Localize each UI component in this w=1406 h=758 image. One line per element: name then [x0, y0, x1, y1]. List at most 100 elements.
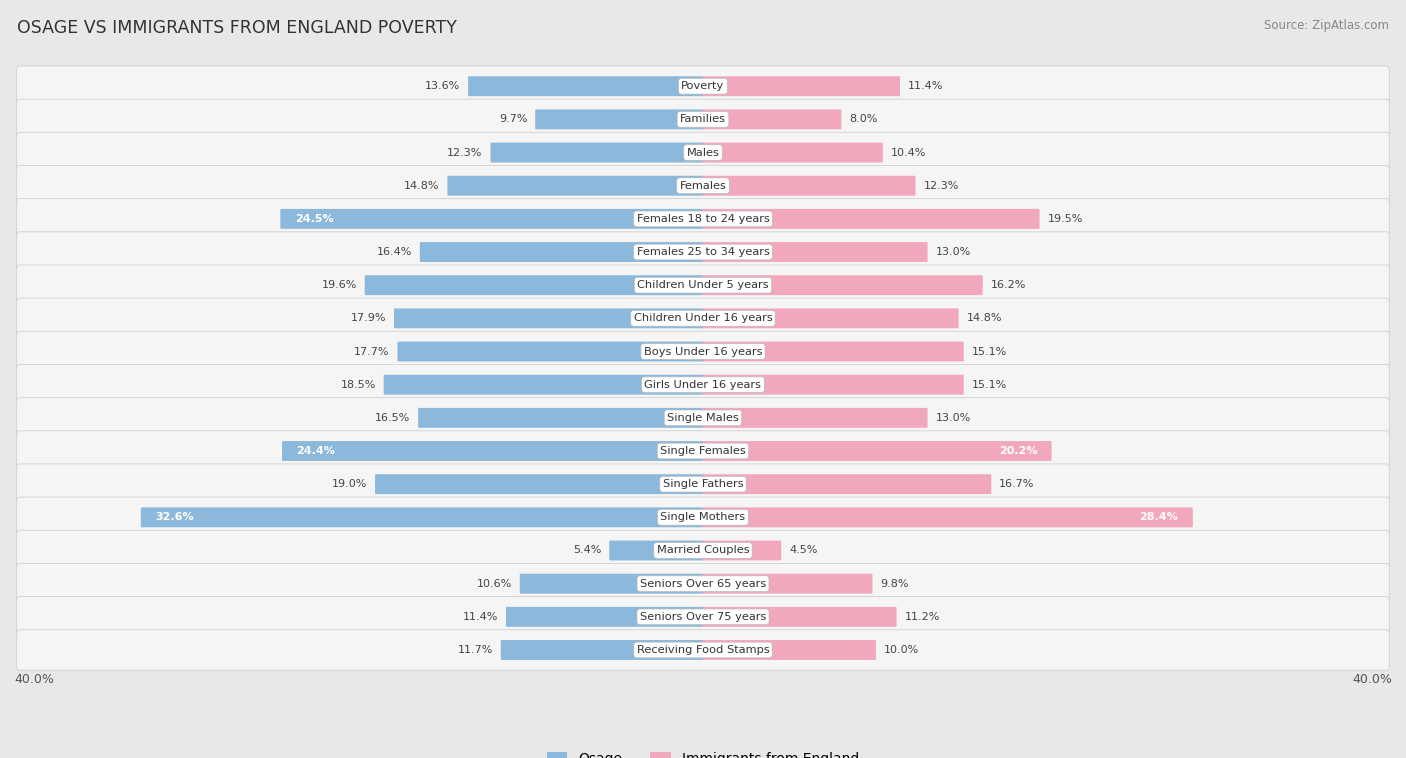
- Text: 13.0%: 13.0%: [935, 413, 970, 423]
- FancyBboxPatch shape: [17, 298, 1389, 339]
- FancyBboxPatch shape: [17, 431, 1389, 471]
- FancyBboxPatch shape: [491, 143, 703, 162]
- Text: Boys Under 16 years: Boys Under 16 years: [644, 346, 762, 356]
- Text: 19.6%: 19.6%: [322, 280, 357, 290]
- Text: 14.8%: 14.8%: [404, 180, 440, 191]
- FancyBboxPatch shape: [17, 597, 1389, 637]
- FancyBboxPatch shape: [17, 232, 1389, 272]
- Text: 12.3%: 12.3%: [447, 148, 482, 158]
- FancyBboxPatch shape: [398, 342, 703, 362]
- Text: 5.4%: 5.4%: [574, 546, 602, 556]
- FancyBboxPatch shape: [17, 531, 1389, 571]
- Text: 16.2%: 16.2%: [991, 280, 1026, 290]
- FancyBboxPatch shape: [703, 374, 963, 395]
- Text: 10.6%: 10.6%: [477, 578, 512, 589]
- Text: Children Under 5 years: Children Under 5 years: [637, 280, 769, 290]
- Text: 8.0%: 8.0%: [849, 114, 877, 124]
- Text: Single Males: Single Males: [666, 413, 740, 423]
- Text: Seniors Over 75 years: Seniors Over 75 years: [640, 612, 766, 622]
- Text: 32.6%: 32.6%: [155, 512, 194, 522]
- FancyBboxPatch shape: [703, 607, 897, 627]
- FancyBboxPatch shape: [17, 630, 1389, 670]
- Text: 16.7%: 16.7%: [1000, 479, 1035, 489]
- Text: 11.4%: 11.4%: [463, 612, 498, 622]
- Text: 19.5%: 19.5%: [1047, 214, 1083, 224]
- FancyBboxPatch shape: [703, 109, 841, 130]
- FancyBboxPatch shape: [703, 507, 1192, 528]
- Text: 19.0%: 19.0%: [332, 479, 367, 489]
- FancyBboxPatch shape: [17, 365, 1389, 405]
- Text: 10.4%: 10.4%: [891, 148, 927, 158]
- Text: 4.5%: 4.5%: [789, 546, 817, 556]
- Text: OSAGE VS IMMIGRANTS FROM ENGLAND POVERTY: OSAGE VS IMMIGRANTS FROM ENGLAND POVERTY: [17, 19, 457, 37]
- Text: Females 25 to 34 years: Females 25 to 34 years: [637, 247, 769, 257]
- Text: Families: Families: [681, 114, 725, 124]
- FancyBboxPatch shape: [703, 275, 983, 295]
- FancyBboxPatch shape: [703, 540, 782, 560]
- Text: Females: Females: [679, 180, 727, 191]
- FancyBboxPatch shape: [703, 640, 876, 660]
- Text: Married Couples: Married Couples: [657, 546, 749, 556]
- FancyBboxPatch shape: [375, 475, 703, 494]
- FancyBboxPatch shape: [520, 574, 703, 594]
- FancyBboxPatch shape: [703, 209, 1039, 229]
- Text: 17.7%: 17.7%: [354, 346, 389, 356]
- Text: 16.5%: 16.5%: [375, 413, 411, 423]
- FancyBboxPatch shape: [17, 265, 1389, 305]
- FancyBboxPatch shape: [17, 563, 1389, 604]
- Text: 17.9%: 17.9%: [350, 313, 387, 324]
- FancyBboxPatch shape: [447, 176, 703, 196]
- FancyBboxPatch shape: [17, 331, 1389, 371]
- FancyBboxPatch shape: [17, 398, 1389, 438]
- FancyBboxPatch shape: [17, 66, 1389, 106]
- Text: 16.4%: 16.4%: [377, 247, 412, 257]
- Text: Receiving Food Stamps: Receiving Food Stamps: [637, 645, 769, 655]
- FancyBboxPatch shape: [280, 209, 703, 229]
- FancyBboxPatch shape: [17, 199, 1389, 239]
- Text: 24.5%: 24.5%: [295, 214, 333, 224]
- FancyBboxPatch shape: [703, 77, 900, 96]
- FancyBboxPatch shape: [703, 342, 963, 362]
- Text: Single Females: Single Females: [661, 446, 745, 456]
- Text: 40.0%: 40.0%: [1353, 672, 1392, 686]
- Text: Poverty: Poverty: [682, 81, 724, 91]
- FancyBboxPatch shape: [17, 133, 1389, 173]
- Text: 12.3%: 12.3%: [924, 180, 959, 191]
- FancyBboxPatch shape: [384, 374, 703, 395]
- Text: 13.0%: 13.0%: [935, 247, 970, 257]
- FancyBboxPatch shape: [141, 507, 703, 528]
- Text: 11.7%: 11.7%: [457, 645, 494, 655]
- Text: 24.4%: 24.4%: [297, 446, 336, 456]
- FancyBboxPatch shape: [703, 176, 915, 196]
- Text: Single Fathers: Single Fathers: [662, 479, 744, 489]
- Text: Girls Under 16 years: Girls Under 16 years: [644, 380, 762, 390]
- Text: Males: Males: [686, 148, 720, 158]
- FancyBboxPatch shape: [394, 309, 703, 328]
- Text: 18.5%: 18.5%: [340, 380, 375, 390]
- Text: 11.2%: 11.2%: [904, 612, 939, 622]
- Text: 14.8%: 14.8%: [966, 313, 1002, 324]
- FancyBboxPatch shape: [703, 242, 928, 262]
- Text: 13.6%: 13.6%: [425, 81, 460, 91]
- Text: Seniors Over 65 years: Seniors Over 65 years: [640, 578, 766, 589]
- Text: 20.2%: 20.2%: [998, 446, 1038, 456]
- Legend: Osage, Immigrants from England: Osage, Immigrants from England: [547, 752, 859, 758]
- Text: 9.7%: 9.7%: [499, 114, 527, 124]
- Text: 15.1%: 15.1%: [972, 380, 1007, 390]
- FancyBboxPatch shape: [703, 309, 959, 328]
- Text: 10.0%: 10.0%: [884, 645, 920, 655]
- Text: 28.4%: 28.4%: [1140, 512, 1178, 522]
- FancyBboxPatch shape: [17, 464, 1389, 504]
- Text: Source: ZipAtlas.com: Source: ZipAtlas.com: [1264, 19, 1389, 32]
- FancyBboxPatch shape: [536, 109, 703, 130]
- FancyBboxPatch shape: [703, 475, 991, 494]
- Text: Females 18 to 24 years: Females 18 to 24 years: [637, 214, 769, 224]
- Text: Single Mothers: Single Mothers: [661, 512, 745, 522]
- FancyBboxPatch shape: [506, 607, 703, 627]
- FancyBboxPatch shape: [703, 143, 883, 162]
- FancyBboxPatch shape: [501, 640, 703, 660]
- FancyBboxPatch shape: [364, 275, 703, 295]
- FancyBboxPatch shape: [17, 99, 1389, 139]
- Text: Children Under 16 years: Children Under 16 years: [634, 313, 772, 324]
- Text: 9.8%: 9.8%: [880, 578, 908, 589]
